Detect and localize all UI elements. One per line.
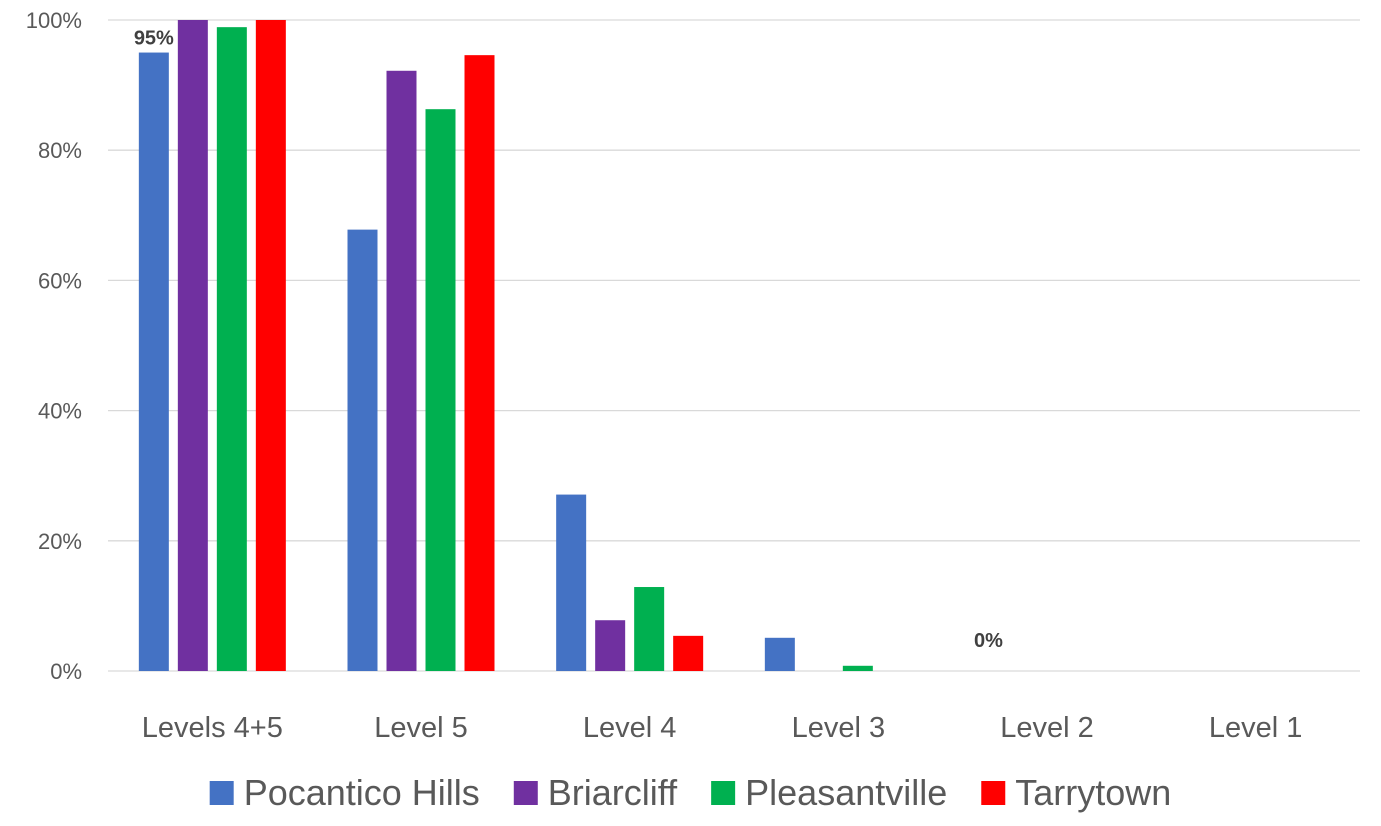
bar-pocantico-hills-levels-4-5 — [138, 52, 169, 672]
bar-pocantico-hills-level-5 — [347, 229, 378, 671]
x-category-label: Levels 4+5 — [142, 712, 283, 744]
x-category-label: Level 4 — [583, 712, 677, 744]
x-category-label: Level 5 — [374, 712, 468, 744]
legend-item-tarrytown: Tarrytown — [981, 772, 1171, 813]
bars — [138, 20, 873, 672]
bar-tarrytown-levels-4-5 — [255, 20, 286, 671]
y-tick-label: 100% — [26, 8, 82, 33]
bar-briarcliff-level-5 — [386, 70, 417, 671]
bar-pocantico-hills-level-3 — [764, 637, 795, 671]
bar-tarrytown-level-5 — [464, 55, 495, 672]
legend-label: Pleasantville — [745, 772, 947, 813]
legend-swatch — [981, 781, 1006, 805]
data-labels: 95% 0% — [134, 28, 1003, 652]
bar-pleasantville-levels-4-5 — [216, 27, 247, 671]
legend-item-pleasantville: Pleasantville — [711, 772, 947, 813]
y-tick-label: 20% — [38, 529, 82, 554]
x-category-label: Level 3 — [792, 712, 886, 744]
data-label: 0% — [974, 630, 1003, 652]
bar-pleasantville-level-3 — [842, 665, 873, 671]
y-tick-label: 0% — [50, 659, 82, 684]
y-axis-tick-labels: 0% 20% 40% 60% 80% 100% — [26, 8, 82, 684]
bar-pleasantville-level-5 — [425, 109, 456, 671]
bar-pleasantville-level-4 — [634, 587, 665, 671]
bar-briarcliff-levels-4-5 — [177, 20, 208, 671]
y-tick-label: 80% — [38, 138, 82, 163]
x-category-label: Level 1 — [1209, 712, 1303, 744]
legend-item-pocantico-hills: Pocantico Hills — [209, 772, 480, 813]
x-axis-category-labels: Levels 4+5 Level 5 Level 4 Level 3 Level 2 Le… — [142, 712, 1303, 744]
legend-item-briarcliff: Briarcliff — [513, 772, 678, 813]
legend-label: Briarcliff — [548, 772, 678, 813]
legend-swatch — [711, 781, 736, 805]
legend-swatch — [209, 781, 234, 805]
legend: Pocantico Hills Briarcliff Pleasantville Ta… — [209, 772, 1171, 813]
legend-label: Tarrytown — [1015, 772, 1171, 813]
x-category-label: Level 2 — [1000, 712, 1094, 744]
y-tick-label: 40% — [38, 399, 82, 424]
bar-pocantico-hills-level-4 — [556, 494, 587, 671]
bar-briarcliff-level-4 — [595, 620, 626, 671]
data-label: 95% — [134, 28, 174, 50]
legend-swatch — [513, 781, 538, 805]
y-tick-label: 60% — [38, 268, 82, 293]
gridlines — [108, 19, 1360, 672]
legend-label: Pocantico Hills — [244, 772, 480, 813]
bar-tarrytown-level-4 — [673, 635, 704, 671]
